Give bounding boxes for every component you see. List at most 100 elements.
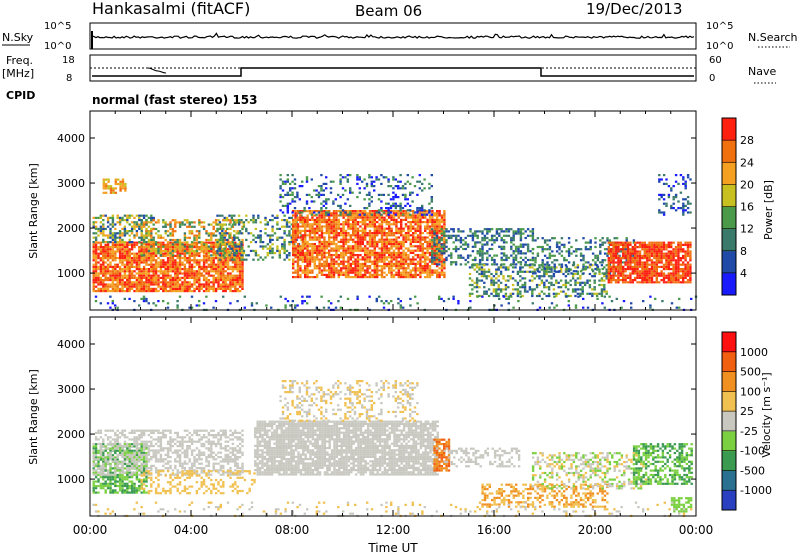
range-gate-cell xyxy=(195,238,199,242)
range-gate-cell xyxy=(308,234,312,237)
range-gate-cell xyxy=(313,247,316,250)
range-gate-cell xyxy=(313,234,316,237)
range-gate-cell xyxy=(555,270,558,273)
range-gate-cell xyxy=(162,272,165,275)
range-gate-cell xyxy=(404,193,407,196)
range-gate-cell xyxy=(249,249,253,252)
range-gate-cell xyxy=(356,229,360,232)
range-gate-cell xyxy=(404,240,408,243)
range-gate-cell xyxy=(176,248,179,251)
range-gate-cell xyxy=(217,259,220,262)
range-gate-cell xyxy=(552,288,556,291)
range-gate-cell xyxy=(130,214,134,217)
range-gate-cell xyxy=(145,234,148,237)
range-gate-cell xyxy=(231,219,235,222)
range-gate-cell xyxy=(519,268,522,271)
range-gate-cell xyxy=(612,243,615,246)
range-gate-cell xyxy=(390,238,393,241)
range-gate-cell xyxy=(183,254,187,257)
range-gate-cell xyxy=(684,241,687,244)
range-gate-cell xyxy=(617,243,620,246)
range-gate-cell xyxy=(299,218,302,221)
range-gate-cell xyxy=(400,232,403,235)
range-gate-cell xyxy=(226,263,230,266)
range-gate-cell xyxy=(198,223,201,226)
range-gate-cell xyxy=(202,261,206,264)
range-gate-cell xyxy=(430,174,433,177)
range-gate-cell xyxy=(138,285,141,288)
range-gate-cell xyxy=(438,273,441,276)
range-gate-cell xyxy=(99,216,103,219)
range-gate-cell xyxy=(519,236,523,240)
range-gate-cell xyxy=(138,290,141,293)
range-gate-cell xyxy=(202,252,206,255)
range-gate-cell xyxy=(114,187,117,190)
range-gate-cell xyxy=(116,232,119,235)
range-gate-cell xyxy=(118,219,122,222)
range-gate-cell xyxy=(402,271,405,274)
range-gate-cell xyxy=(613,237,616,240)
range-gate-cell xyxy=(510,241,513,244)
range-gate-cell xyxy=(589,248,592,251)
range-gate-cell xyxy=(205,232,208,235)
range-gate-cell xyxy=(340,256,343,259)
range-gate-cell xyxy=(519,266,522,269)
range-gate-cell xyxy=(178,261,182,264)
range-gate-cell xyxy=(138,214,141,217)
range-gate-cell xyxy=(104,279,107,282)
range-gate-cell xyxy=(523,264,527,267)
range-gate-cell xyxy=(225,232,229,235)
range-gate-cell xyxy=(111,225,115,228)
range-gate-cell xyxy=(438,271,441,274)
range-gate-cell xyxy=(94,268,98,271)
range-gate-cell xyxy=(162,259,165,262)
range-gate-cell xyxy=(375,176,378,179)
range-gate-cell xyxy=(428,258,432,261)
range-gate-cell xyxy=(438,225,441,228)
range-gate-cell xyxy=(121,234,124,237)
range-gate-cell xyxy=(474,243,477,246)
range-gate-cell xyxy=(154,252,158,255)
range-gate-cell xyxy=(308,276,312,279)
range-gate-cell xyxy=(111,234,115,237)
range-gate-cell xyxy=(595,264,599,267)
range-gate-cell xyxy=(130,283,134,286)
range-gate-cell xyxy=(605,270,608,273)
range-gate-cell xyxy=(111,232,115,235)
range-gate-cell xyxy=(106,219,110,222)
range-gate-cell xyxy=(140,236,143,239)
range-gate-cell xyxy=(376,260,379,263)
range-gate-cell xyxy=(121,187,125,190)
range-gate-cell xyxy=(412,276,415,279)
range-gate-cell xyxy=(416,209,419,212)
range-gate-cell xyxy=(207,257,211,260)
range-gate-cell xyxy=(198,268,201,271)
range-gate-cell xyxy=(135,285,139,288)
range-gate-cell xyxy=(205,283,208,286)
range-gate-cell xyxy=(99,227,103,230)
range-gate-cell xyxy=(591,275,594,278)
range-gate-cell xyxy=(380,207,383,210)
range-gate-cell xyxy=(395,212,398,215)
range-gate-cell xyxy=(387,209,390,212)
freq-tick-bottom: 8 xyxy=(66,73,72,84)
range-gate-cell xyxy=(128,241,131,244)
range-gate-cell xyxy=(181,283,184,286)
range-gate-cell xyxy=(188,250,191,253)
range-gate-cell xyxy=(392,212,396,215)
range-gate-cell xyxy=(364,225,367,228)
range-gate-cell xyxy=(436,221,439,224)
range-gate-cell xyxy=(409,221,412,224)
range-gate-cell xyxy=(550,281,553,284)
range-gate-cell xyxy=(140,225,143,228)
range-gate-cell xyxy=(419,265,422,268)
range-gate-cell xyxy=(219,243,223,246)
range-gate-cell xyxy=(145,279,148,282)
range-gate-cell xyxy=(183,223,187,226)
range-gate-cell xyxy=(431,218,434,221)
range-gate-cell xyxy=(205,287,208,290)
range-gate-cell xyxy=(195,279,199,282)
range-gate-cell xyxy=(548,245,552,249)
range-gate-cell xyxy=(490,263,494,266)
range-gate-cell xyxy=(349,271,352,274)
